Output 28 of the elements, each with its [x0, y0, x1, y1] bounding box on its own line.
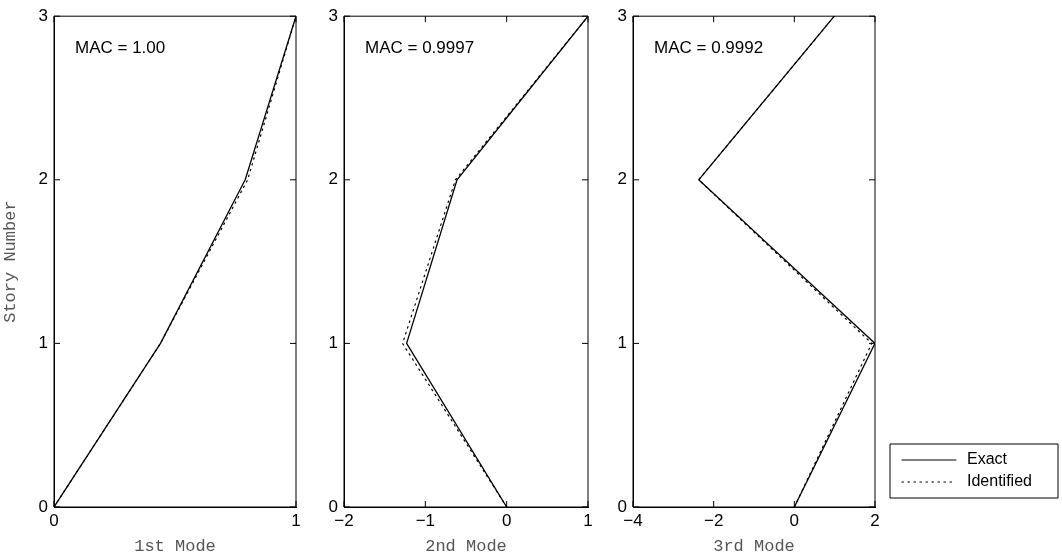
- y-tick-label: 2: [617, 169, 627, 189]
- y-tick-label: 1: [38, 333, 48, 353]
- x-tick-label: 0: [789, 510, 800, 530]
- x-axis-title: 1st Mode: [134, 537, 216, 557]
- y-tick-label: 3: [38, 5, 48, 25]
- legend-label: Exact: [967, 450, 1008, 468]
- x-tick-label: 0: [501, 510, 512, 530]
- y-axis-title: Story Number: [0, 200, 20, 323]
- y-tick-label: 2: [38, 169, 48, 189]
- x-tick-label: 2: [870, 510, 880, 530]
- y-tick-label: 1: [328, 333, 338, 353]
- y-tick-label: 0: [38, 496, 48, 516]
- annotation: MAC = 0.9992: [654, 38, 764, 58]
- y-tick-label: 3: [617, 5, 627, 25]
- x-tick-label: 1: [583, 510, 593, 530]
- x-axis-title: 3rd Mode: [713, 537, 795, 557]
- x-tick-label: −2: [703, 510, 724, 530]
- x-axis-title: 2nd Mode: [425, 537, 507, 557]
- y-tick-label: 0: [617, 496, 627, 516]
- legend-label: Identified: [967, 472, 1032, 490]
- annotation: MAC = 1.00: [75, 38, 166, 58]
- y-tick-label: 2: [328, 169, 338, 189]
- y-tick-label: 3: [328, 5, 338, 25]
- annotation: MAC = 0.9997: [365, 38, 475, 58]
- y-tick-label: 0: [328, 496, 338, 516]
- x-tick-label: −1: [415, 510, 436, 530]
- x-tick-label: 1: [291, 510, 301, 530]
- y-tick-label: 1: [617, 333, 627, 353]
